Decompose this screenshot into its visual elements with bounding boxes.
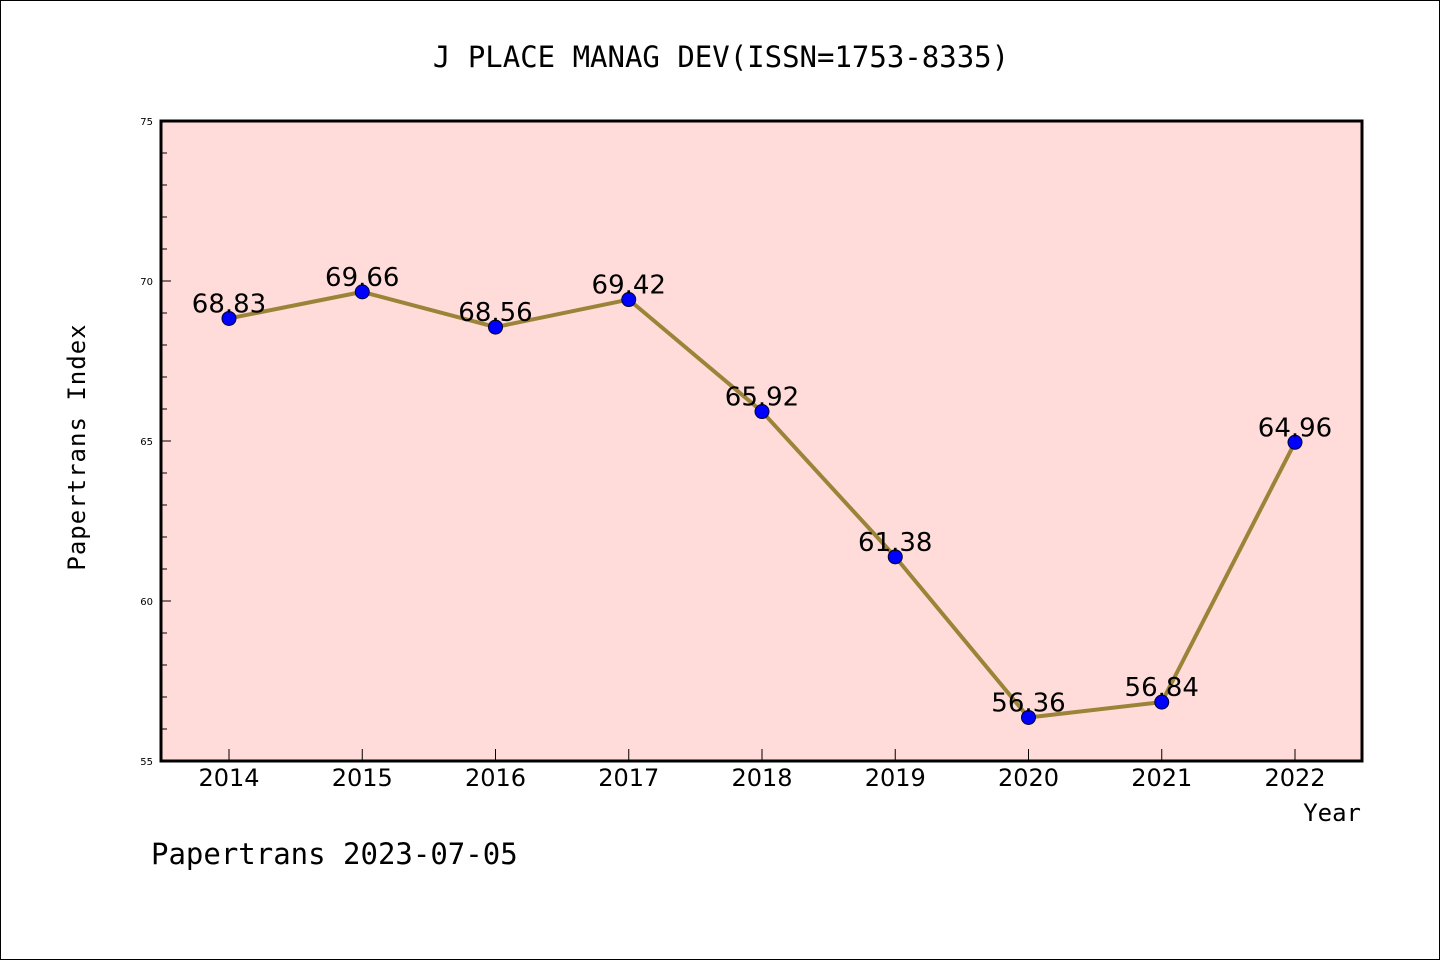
y-tick-label: 60 — [140, 597, 153, 608]
data-point — [354, 284, 370, 300]
data-label: 69.42 — [592, 271, 666, 301]
data-point — [754, 404, 770, 420]
x-axis: 2014 2015 2016 2017 2018 2019 2020 2021 2022 — [198, 749, 1326, 792]
x-tick-label: 2020 — [998, 764, 1059, 792]
data-label: 68.83 — [192, 289, 266, 319]
data-point — [1287, 434, 1303, 450]
y-tick-label: 65 — [140, 437, 153, 448]
data-label: 68.56 — [458, 298, 532, 328]
x-tick-label: 2022 — [1264, 764, 1325, 792]
data-point — [1021, 709, 1036, 725]
plot-border — [159, 119, 1364, 763]
plot-area — [161, 121, 1362, 761]
data-label: 56.36 — [991, 688, 1065, 718]
x-tick-label: 2016 — [465, 764, 526, 792]
y-tick-label: 70 — [140, 277, 153, 288]
data-label: 56.84 — [1125, 673, 1199, 703]
footer-text: Papertrans 2023-07-05 — [151, 837, 518, 871]
data-point — [887, 549, 903, 565]
x-tick-label: 2014 — [198, 764, 259, 792]
data-point — [621, 292, 637, 308]
chart-title: J PLACE MANAG DEV(ISSN=1753-8335) — [433, 40, 1009, 74]
data-label: 65.92 — [725, 383, 799, 413]
data-label: 64.96 — [1258, 413, 1332, 443]
data-labels: 68.83 69.66 68.56 69.42 65.92 61.38 56.36 56.84… — [192, 263, 1332, 719]
data-point — [1154, 694, 1170, 710]
x-tick-label: 2019 — [865, 764, 926, 792]
x-tick-label: 2021 — [1131, 764, 1192, 792]
x-tick-label: 2015 — [332, 764, 393, 792]
data-point — [221, 310, 237, 326]
data-markers — [221, 284, 1303, 725]
x-axis-label: Year — [1303, 799, 1361, 827]
data-label: 61.38 — [858, 528, 932, 558]
data-label: 69.66 — [325, 263, 399, 293]
y-axis-label: Papertrans Index — [63, 323, 91, 570]
data-point — [488, 319, 503, 335]
x-tick-label: 2018 — [731, 764, 792, 792]
y-tick-label: 75 — [140, 117, 153, 128]
x-tick-label: 2017 — [598, 764, 659, 792]
y-tick-label: 55 — [140, 757, 153, 768]
